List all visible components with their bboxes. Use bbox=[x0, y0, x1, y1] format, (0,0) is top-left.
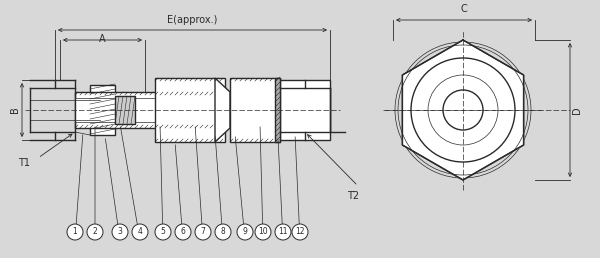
Circle shape bbox=[175, 224, 191, 240]
Text: 9: 9 bbox=[242, 228, 247, 237]
Text: 4: 4 bbox=[137, 228, 142, 237]
Bar bbox=[115, 96, 135, 124]
Bar bbox=[230, 78, 280, 142]
Text: E(approx.): E(approx.) bbox=[167, 15, 217, 25]
Text: C: C bbox=[461, 4, 467, 14]
Text: 5: 5 bbox=[161, 228, 166, 237]
Text: 10: 10 bbox=[258, 228, 268, 237]
Text: 3: 3 bbox=[118, 228, 122, 237]
Circle shape bbox=[112, 224, 128, 240]
Text: D: D bbox=[572, 106, 582, 114]
Bar bbox=[155, 78, 225, 142]
Polygon shape bbox=[215, 78, 230, 142]
Text: 8: 8 bbox=[221, 228, 226, 237]
Bar bbox=[75, 92, 215, 128]
Bar bbox=[75, 98, 215, 122]
Text: T2: T2 bbox=[347, 191, 359, 201]
Circle shape bbox=[87, 224, 103, 240]
Circle shape bbox=[255, 224, 271, 240]
Text: 7: 7 bbox=[200, 228, 205, 237]
Text: 11: 11 bbox=[278, 228, 288, 237]
Text: 6: 6 bbox=[181, 228, 185, 237]
Text: 2: 2 bbox=[92, 228, 97, 237]
Circle shape bbox=[215, 224, 231, 240]
Circle shape bbox=[155, 224, 171, 240]
Circle shape bbox=[275, 224, 291, 240]
Circle shape bbox=[237, 224, 253, 240]
Bar bbox=[280, 80, 330, 140]
Bar bbox=[90, 85, 115, 135]
Text: 1: 1 bbox=[73, 228, 77, 237]
Bar bbox=[280, 88, 330, 132]
Polygon shape bbox=[403, 40, 524, 180]
Text: T1: T1 bbox=[18, 158, 30, 168]
Text: 12: 12 bbox=[295, 228, 305, 237]
Circle shape bbox=[132, 224, 148, 240]
Circle shape bbox=[67, 224, 83, 240]
Circle shape bbox=[292, 224, 308, 240]
Text: B: B bbox=[10, 107, 20, 113]
Text: A: A bbox=[98, 34, 106, 44]
Circle shape bbox=[195, 224, 211, 240]
Bar bbox=[275, 78, 280, 142]
